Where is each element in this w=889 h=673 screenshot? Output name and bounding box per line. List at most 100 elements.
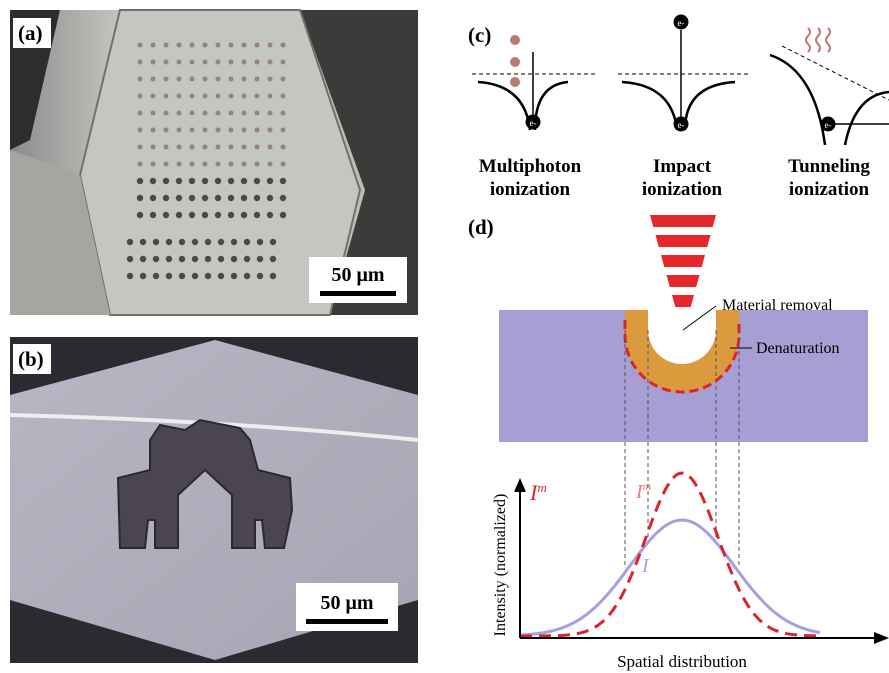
- ablation-dot: [205, 256, 211, 262]
- ablation-dot: [244, 239, 250, 245]
- photon: [510, 77, 520, 87]
- well: [478, 82, 568, 130]
- panel-b: 50 μm (b): [10, 337, 418, 663]
- ablation-dot: [255, 128, 260, 133]
- ablation-dot: [203, 94, 208, 99]
- curve-label: Im: [635, 479, 652, 503]
- ablation-dot: [164, 94, 169, 99]
- ablation-dot: [190, 128, 195, 133]
- ablation-dot: [215, 212, 221, 218]
- ablation-dot: [229, 94, 234, 99]
- ablation-dot: [137, 178, 143, 184]
- ablation-dot: [151, 94, 156, 99]
- ablation-dot: [241, 212, 247, 218]
- ablation-dot: [257, 239, 263, 245]
- ablation-dot: [270, 239, 276, 245]
- ablation-dot: [153, 273, 159, 279]
- ablation-dot: [151, 128, 156, 133]
- ablation-dot: [216, 60, 221, 65]
- ablation-dot: [242, 111, 247, 116]
- ablation-dot: [255, 162, 260, 167]
- ablation-dot: [254, 178, 260, 184]
- ablation-dot: [192, 256, 198, 262]
- ablation-dot: [138, 77, 143, 82]
- ablation-dot: [203, 77, 208, 82]
- ablation-dot: [255, 145, 260, 150]
- ablation-dot: [190, 77, 195, 82]
- ablation-dot: [153, 256, 159, 262]
- ablation-dot: [163, 178, 169, 184]
- ablation-dot: [280, 195, 286, 201]
- ablation-dot: [280, 212, 286, 218]
- ablation-dot: [281, 162, 286, 167]
- scale-bar: [320, 291, 396, 296]
- ablation-dot: [229, 43, 234, 48]
- ablation-dot: [138, 162, 143, 167]
- ablation-dot: [190, 111, 195, 116]
- ablation-dot: [164, 111, 169, 116]
- scale-label: 50 μm: [332, 264, 385, 286]
- ablation-dot: [140, 239, 146, 245]
- ablation-dot: [257, 273, 263, 279]
- mechanism-label: Tunneling: [788, 156, 870, 177]
- mechanism-label: ionization: [642, 179, 723, 200]
- ablation-dot: [203, 145, 208, 150]
- ablation-dot: [176, 212, 182, 218]
- ablation-dot: [268, 111, 273, 116]
- ablation-dot: [150, 212, 156, 218]
- ablation-dot: [228, 212, 234, 218]
- ablation-dot: [231, 239, 237, 245]
- ablation-dot: [268, 94, 273, 99]
- mechanism-label: Multiphoton: [479, 156, 582, 177]
- ablation-dot: [151, 111, 156, 116]
- ablation-dot: [177, 94, 182, 99]
- beam-stripe: [672, 295, 694, 307]
- ablation-dot: [192, 273, 198, 279]
- ablation-dot: [202, 212, 208, 218]
- panel-a: 50 μm (a): [10, 10, 418, 315]
- ablation-dot: [244, 273, 250, 279]
- ablation-dot: [164, 128, 169, 133]
- ablation-dot: [254, 212, 260, 218]
- ablation-dot: [205, 239, 211, 245]
- label-sup: m: [643, 479, 652, 493]
- ablation-dot: [151, 162, 156, 167]
- ablation-dot: [177, 60, 182, 65]
- beam-stripe: [650, 215, 716, 227]
- figure: 50 μm (a) 50 μm (b) (c) e- e- e- e- Mult…: [0, 0, 889, 673]
- ablation-dot: [281, 77, 286, 82]
- ablation-dot: [229, 60, 234, 65]
- ablation-dot: [202, 178, 208, 184]
- ablation-dot: [229, 111, 234, 116]
- ablation-dot: [190, 60, 195, 65]
- ablation-dot: [164, 43, 169, 48]
- ablation-dot: [215, 195, 221, 201]
- y-axis-label: Intensity (normalized): [492, 494, 509, 637]
- ablation-dot: [242, 43, 247, 48]
- ablation-dot: [203, 111, 208, 116]
- arrowhead: [874, 632, 889, 644]
- ablation-dot: [202, 195, 208, 201]
- ablation-dot: [231, 256, 237, 262]
- ablation-dot: [241, 195, 247, 201]
- annotation: Denaturation: [756, 340, 840, 357]
- ablation-dot: [164, 60, 169, 65]
- label-sup: m: [537, 480, 546, 495]
- panel-d: (d) Material removal Denaturation Spatia…: [468, 215, 889, 671]
- ablation-dot: [229, 128, 234, 133]
- ablation-dot: [177, 77, 182, 82]
- panel-label: (c): [468, 23, 491, 47]
- ablation-dot: [138, 111, 143, 116]
- ablation-dot: [281, 43, 286, 48]
- ablation-dot: [177, 128, 182, 133]
- ablation-dot: [189, 212, 195, 218]
- ablation-dot: [190, 145, 195, 150]
- ablation-dot: [267, 212, 273, 218]
- ablation-dot: [254, 195, 260, 201]
- ablation-dot: [229, 145, 234, 150]
- ablation-dot: [190, 162, 195, 167]
- electron-label: e-: [825, 120, 832, 130]
- ablation-dot: [242, 94, 247, 99]
- panel-label: (d): [468, 215, 494, 239]
- ablation-dot: [140, 273, 146, 279]
